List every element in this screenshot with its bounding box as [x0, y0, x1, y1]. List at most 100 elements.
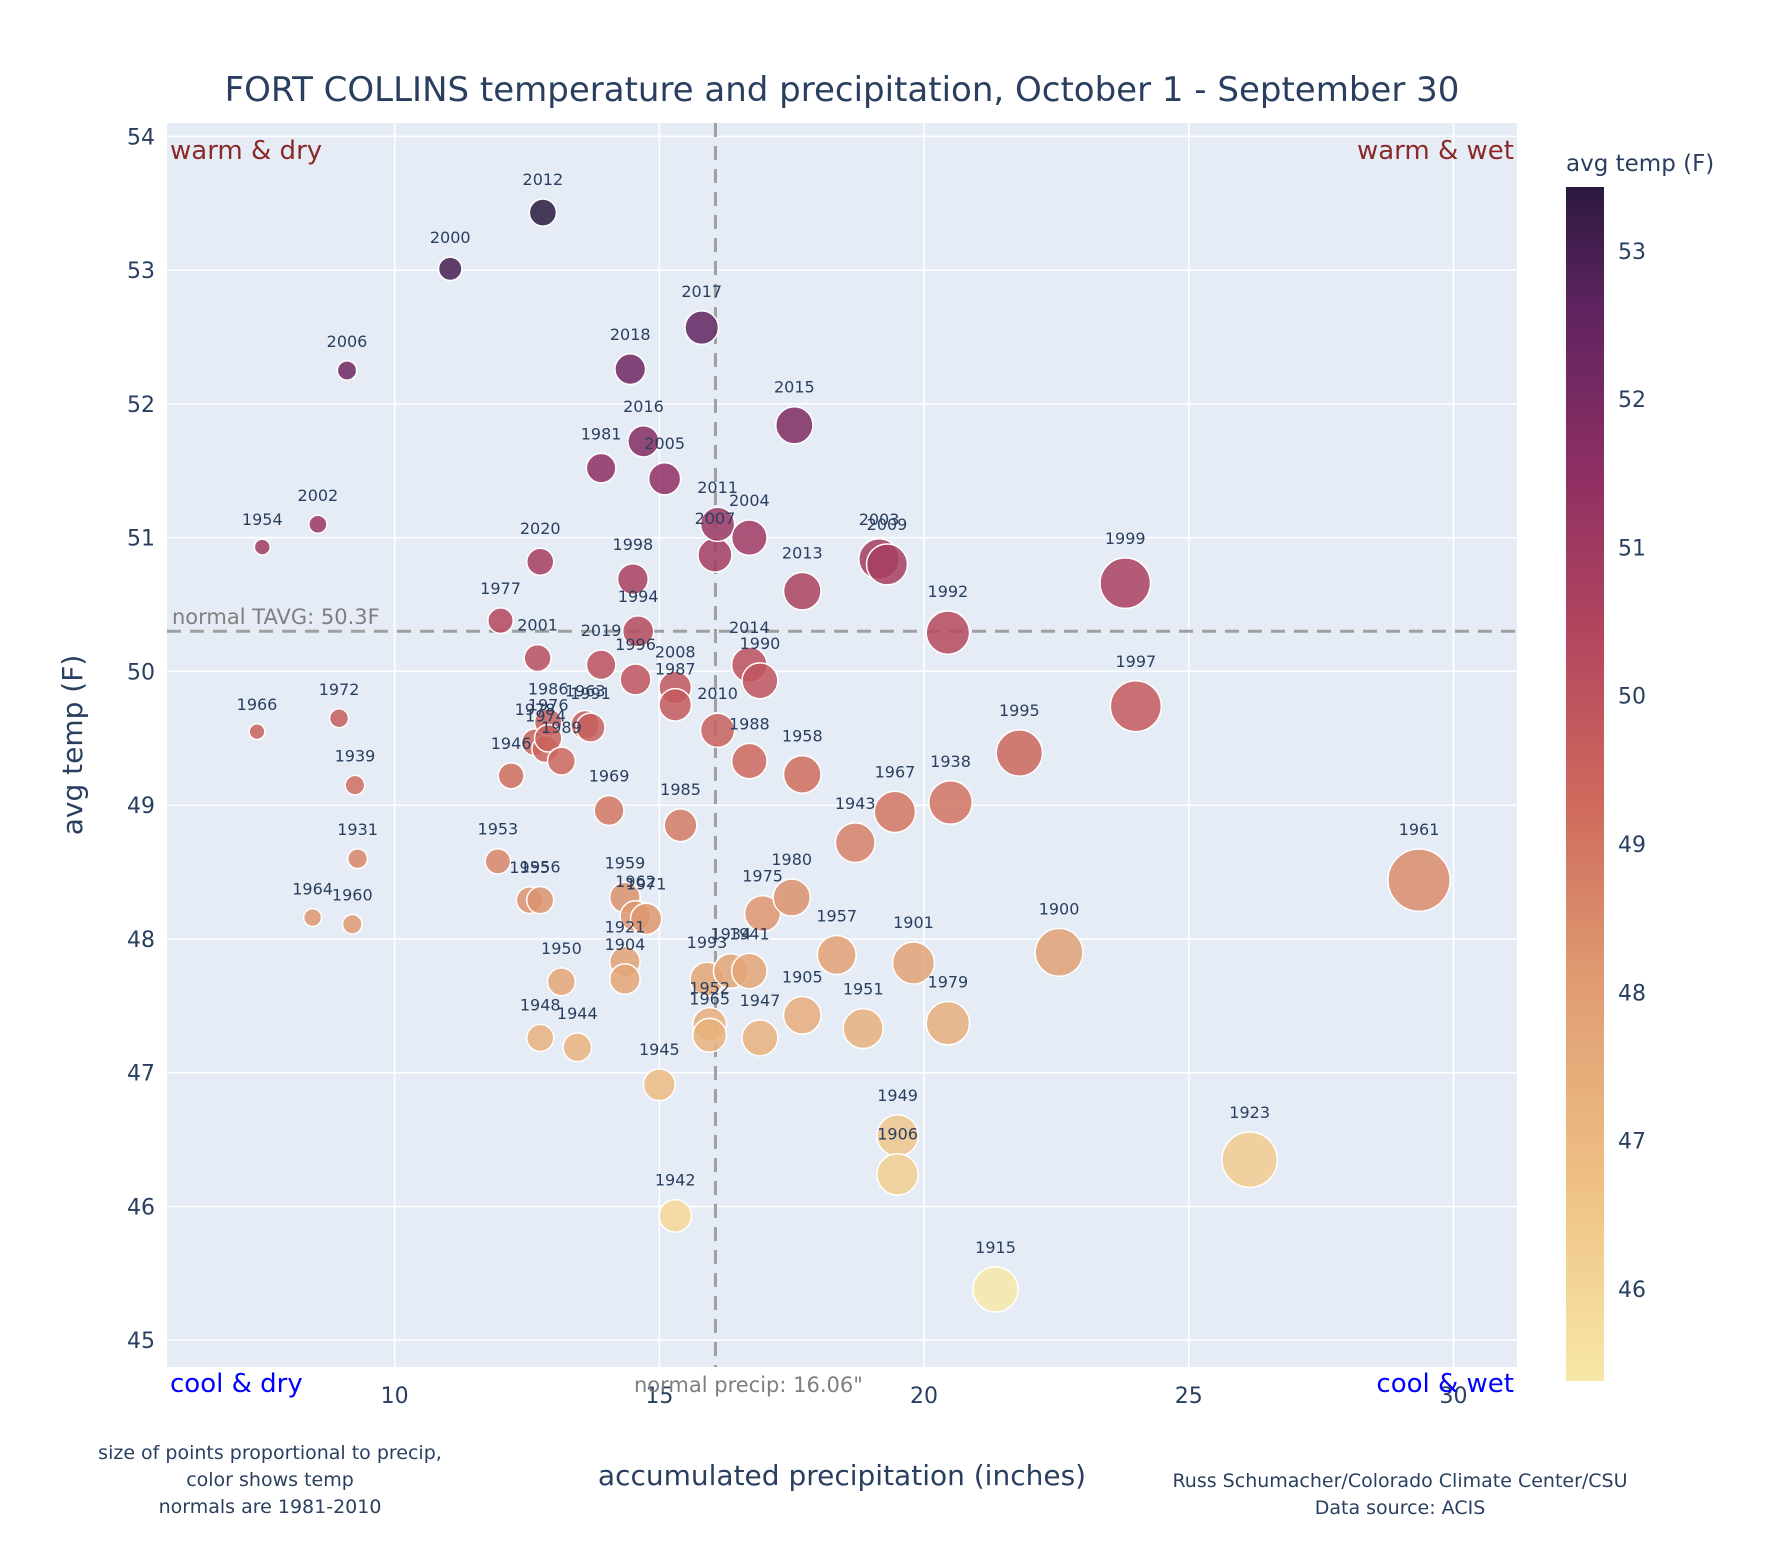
colorbar-tick-label: 52: [1618, 388, 1646, 413]
point-2017: [684, 310, 720, 346]
y-tick-label: 53: [127, 259, 155, 284]
point-label-1934: 1934: [710, 925, 751, 944]
point-2005: [647, 462, 682, 496]
point-1961: [1387, 848, 1451, 912]
quadrant-label-cool-dry: cool & dry: [170, 1369, 303, 1399]
point-1944: [562, 1032, 593, 1063]
point-label-2011: 2011: [697, 478, 738, 497]
point-1994: [621, 615, 655, 648]
point-label-1987: 1987: [655, 660, 696, 679]
plot-background: [167, 123, 1517, 1367]
point-label-1938: 1938: [930, 752, 971, 771]
point-1965: [691, 1017, 728, 1053]
point-label-1997: 1997: [1115, 652, 1156, 671]
point-label-2009: 2009: [867, 515, 908, 534]
normal-precip-label: normal precip: 16.06": [634, 1373, 863, 1397]
point-1923: [1221, 1131, 1279, 1189]
y-tick-label: 49: [127, 794, 155, 819]
point-label-1939: 1939: [335, 746, 376, 765]
point-1939: [344, 774, 366, 796]
point-label-1961: 1961: [1399, 820, 1440, 839]
point-label-1953: 1953: [478, 820, 519, 839]
y-tick-label: 51: [127, 527, 155, 552]
colorbar-tick-label: 49: [1618, 833, 1646, 858]
point-label-2008: 2008: [655, 642, 696, 661]
point-label-1990: 1990: [740, 634, 781, 653]
point-1975: [743, 894, 782, 933]
point-label-1956: 1956: [520, 858, 561, 877]
point-1942: [658, 1198, 693, 1233]
point-label-1949: 1949: [877, 1086, 918, 1105]
point-2013: [782, 571, 822, 611]
point-label-1978: 1978: [515, 700, 556, 719]
point-2011: [699, 506, 736, 543]
colorbar-tick-label: 46: [1618, 1278, 1646, 1303]
point-label-1972: 1972: [319, 680, 360, 699]
point-2006: [336, 360, 358, 381]
point-1900: [1034, 927, 1084, 977]
point-1985: [663, 808, 698, 843]
point-label-1906: 1906: [877, 1125, 918, 1144]
y-tick-label: 47: [127, 1062, 155, 1087]
point-1945: [642, 1068, 677, 1102]
point-1960: [341, 913, 363, 935]
colorbar-ticks: 46 47 48 49 50 51 52 53: [1618, 240, 1646, 1303]
point-label-1985: 1985: [660, 780, 701, 799]
point-1990: [741, 662, 779, 700]
point-label-1999: 1999: [1105, 529, 1146, 548]
point-label-1991: 1991: [570, 684, 611, 703]
point-label-2001: 2001: [517, 616, 558, 635]
point-label-2002: 2002: [298, 486, 339, 505]
point-1981: [585, 452, 617, 484]
footnote-left-line-3: normals are 1981-2010: [158, 1496, 382, 1518]
point-label-1931: 1931: [337, 820, 378, 839]
point-1947: [741, 1019, 779, 1057]
point-1905: [782, 995, 822, 1035]
point-1989: [546, 746, 577, 776]
point-label-2020: 2020: [520, 519, 561, 538]
point-label-1945: 1945: [639, 1040, 680, 1059]
point-label-2003: 2003: [859, 510, 900, 529]
point-label-1943: 1943: [835, 794, 876, 813]
footnote-right: Russ Schumacher/Colorado Climate Center/…: [1110, 1468, 1690, 1522]
point-1964: [302, 907, 323, 928]
point-1997: [1109, 680, 1163, 733]
point-label-1946: 1946: [491, 734, 532, 753]
y-tick-label: 54: [127, 125, 155, 150]
point-label-2007: 2007: [695, 509, 736, 528]
point-1946: [497, 762, 525, 790]
quadrant-label-warm-wet: warm & wet: [1357, 136, 1514, 166]
point-label-1979: 1979: [928, 973, 969, 992]
point-1976: [533, 723, 563, 753]
point-label-1960: 1960: [332, 885, 373, 904]
point-label-1986: 1986: [528, 680, 569, 699]
point-label-2006: 2006: [327, 332, 368, 351]
point-label-1977: 1977: [480, 579, 521, 598]
point-2009: [865, 543, 909, 586]
colorbar-tick-label: 48: [1618, 981, 1646, 1006]
point-label-1996: 1996: [615, 635, 656, 654]
point-label-1965: 1965: [689, 989, 730, 1008]
point-label-2012: 2012: [523, 170, 564, 189]
point-label-1974: 1974: [525, 706, 566, 725]
point-1938: [928, 780, 974, 825]
point-label-2014: 2014: [729, 618, 770, 637]
normal-temp-label: normal TAVG: 50.3F: [172, 605, 380, 629]
point-label-1944: 1944: [557, 1004, 598, 1023]
point-label-1993: 1993: [687, 933, 728, 952]
point-label-1958: 1958: [782, 727, 823, 746]
point-label-1998: 1998: [613, 535, 654, 554]
point-1904: [608, 963, 641, 996]
point-label-1947: 1947: [740, 991, 781, 1010]
point-2007: [697, 537, 733, 573]
point-label-1904: 1904: [605, 935, 646, 954]
x-tick-label: 15: [645, 1384, 673, 1409]
point-1956: [525, 885, 555, 915]
point-label-1921: 1921: [605, 917, 646, 936]
point-1957: [816, 934, 857, 976]
point-label-1950: 1950: [541, 939, 582, 958]
point-label-2019: 2019: [581, 621, 622, 640]
point-1966: [248, 723, 266, 741]
point-label-2018: 2018: [610, 325, 651, 344]
point-1979: [925, 1000, 971, 1046]
